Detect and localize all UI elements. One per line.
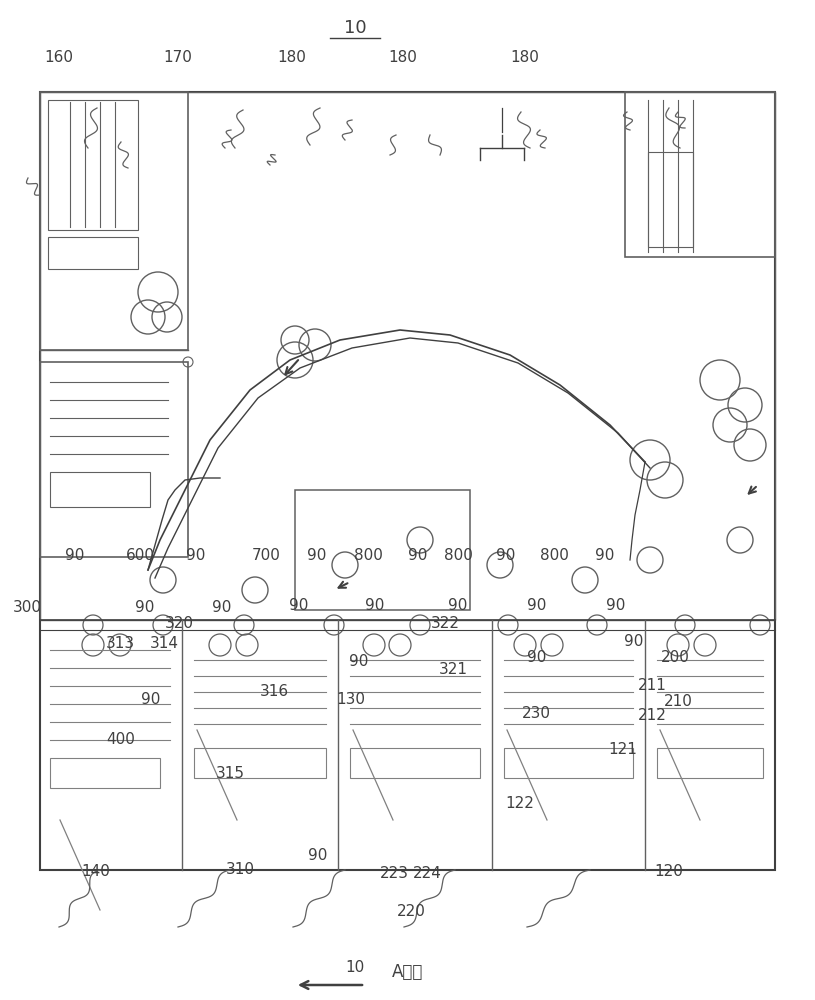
Bar bbox=[50, 472, 150, 507]
Text: 90: 90 bbox=[623, 635, 643, 650]
Text: 220: 220 bbox=[397, 904, 426, 920]
Bar bbox=[350, 748, 480, 778]
Bar bbox=[40, 362, 188, 557]
Text: 400: 400 bbox=[106, 732, 135, 748]
Text: 600: 600 bbox=[126, 548, 155, 564]
Bar bbox=[40, 92, 775, 870]
Text: A方向: A方向 bbox=[392, 963, 424, 981]
Text: 90: 90 bbox=[289, 597, 308, 612]
Text: 211: 211 bbox=[637, 678, 667, 694]
Text: 90: 90 bbox=[526, 597, 546, 612]
Text: 224: 224 bbox=[412, 866, 442, 882]
Text: 10: 10 bbox=[344, 19, 366, 37]
Bar bbox=[657, 748, 763, 778]
Text: 120: 120 bbox=[654, 864, 683, 880]
Text: 212: 212 bbox=[637, 708, 667, 724]
Text: 180: 180 bbox=[277, 50, 306, 66]
Bar bbox=[194, 748, 326, 778]
Text: 800: 800 bbox=[354, 548, 383, 564]
Text: 230: 230 bbox=[522, 706, 551, 720]
Text: 90: 90 bbox=[408, 548, 427, 564]
Text: 800: 800 bbox=[540, 548, 569, 564]
Text: 160: 160 bbox=[44, 50, 73, 66]
Bar bbox=[40, 92, 188, 350]
Text: 700: 700 bbox=[252, 548, 281, 564]
Text: 140: 140 bbox=[82, 864, 111, 880]
Text: 90: 90 bbox=[595, 548, 615, 564]
Text: 90: 90 bbox=[526, 650, 546, 666]
Text: 90: 90 bbox=[141, 692, 161, 708]
Text: 223: 223 bbox=[380, 866, 409, 882]
Bar bbox=[48, 237, 138, 269]
Text: 210: 210 bbox=[663, 694, 693, 710]
Text: 130: 130 bbox=[336, 692, 365, 706]
Text: 90: 90 bbox=[365, 597, 385, 612]
Text: 90: 90 bbox=[65, 548, 85, 564]
Text: 320: 320 bbox=[165, 616, 194, 632]
Text: 90: 90 bbox=[135, 599, 155, 614]
Text: 90: 90 bbox=[306, 548, 326, 564]
Bar bbox=[625, 92, 775, 257]
Bar bbox=[48, 100, 138, 230]
Text: 90: 90 bbox=[496, 548, 515, 564]
Text: 90: 90 bbox=[186, 548, 205, 564]
Text: 310: 310 bbox=[226, 862, 255, 878]
Text: 170: 170 bbox=[163, 50, 192, 66]
Text: 90: 90 bbox=[308, 848, 328, 862]
Text: 313: 313 bbox=[106, 637, 135, 652]
Text: 90: 90 bbox=[212, 599, 231, 614]
Text: 314: 314 bbox=[150, 637, 179, 652]
Text: 90: 90 bbox=[448, 597, 468, 612]
Text: 180: 180 bbox=[388, 50, 417, 66]
Text: 200: 200 bbox=[660, 650, 689, 666]
Text: 180: 180 bbox=[510, 50, 540, 66]
Text: 322: 322 bbox=[430, 616, 460, 632]
Bar bbox=[50, 758, 160, 788]
Bar bbox=[295, 490, 470, 610]
Bar bbox=[504, 748, 633, 778]
Text: 10: 10 bbox=[345, 960, 364, 976]
Bar bbox=[648, 152, 693, 247]
Text: 800: 800 bbox=[443, 548, 473, 564]
Bar bbox=[40, 92, 775, 620]
Text: 122: 122 bbox=[505, 796, 535, 812]
Text: 121: 121 bbox=[608, 742, 637, 758]
Text: 316: 316 bbox=[260, 684, 289, 698]
Text: 300: 300 bbox=[13, 599, 42, 614]
Text: 90: 90 bbox=[349, 654, 368, 670]
Text: 321: 321 bbox=[438, 662, 468, 678]
Text: 90: 90 bbox=[606, 597, 626, 612]
Text: 315: 315 bbox=[215, 766, 244, 780]
